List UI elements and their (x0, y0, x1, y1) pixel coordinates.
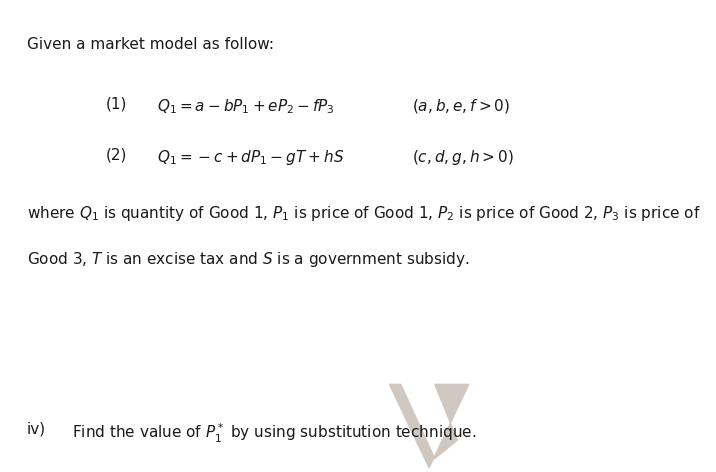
Text: Given a market model as follow:: Given a market model as follow: (26, 37, 274, 51)
Text: Find the value of $P_1^*$ by using substitution technique.: Find the value of $P_1^*$ by using subst… (72, 421, 476, 445)
Text: (2): (2) (106, 148, 127, 163)
Text: $(c, d, g, h > 0)$: $(c, d, g, h > 0)$ (412, 148, 514, 167)
Text: $Q_1 = a - bP_1 + eP_2 - fP_3$: $Q_1 = a - bP_1 + eP_2 - fP_3$ (157, 97, 335, 116)
Text: where $Q_1$ is quantity of Good 1, $P_1$ is price of Good 1, $P_2$ is price of G: where $Q_1$ is quantity of Good 1, $P_1$… (26, 203, 701, 222)
Text: $(a, b, e, f > 0)$: $(a, b, e, f > 0)$ (412, 97, 511, 115)
Polygon shape (390, 384, 469, 468)
Text: iv): iv) (26, 421, 46, 437)
Text: $Q_1 = -c + dP_1 - gT + hS$: $Q_1 = -c + dP_1 - gT + hS$ (157, 148, 344, 167)
Text: Good 3, $T$ is an excise tax and $S$ is a government subsidy.: Good 3, $T$ is an excise tax and $S$ is … (26, 250, 470, 269)
Text: (1): (1) (106, 97, 127, 112)
